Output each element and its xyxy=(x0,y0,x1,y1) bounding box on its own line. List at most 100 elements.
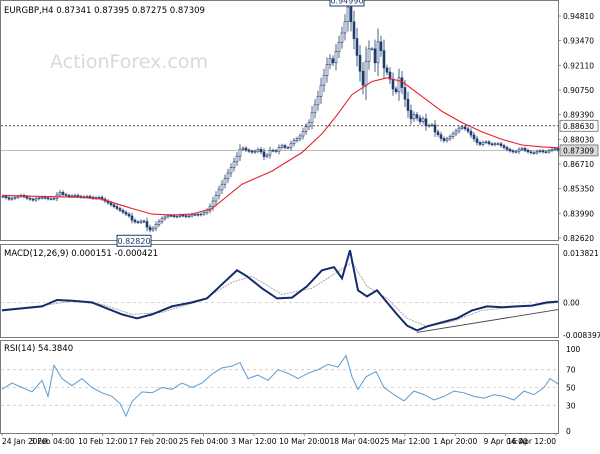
candle-body xyxy=(415,114,419,119)
candle xyxy=(160,216,164,224)
candle-body xyxy=(364,61,368,86)
candle-body xyxy=(49,198,53,200)
candle-body xyxy=(382,50,386,69)
candle-body xyxy=(241,147,245,150)
candle-body xyxy=(430,124,434,127)
candle xyxy=(310,106,314,130)
candle-body xyxy=(286,147,290,149)
candle xyxy=(340,26,344,49)
candle xyxy=(334,44,338,71)
candle-body xyxy=(220,183,224,191)
candle xyxy=(253,149,257,154)
candle xyxy=(127,212,131,218)
candle-body xyxy=(391,78,395,90)
candle xyxy=(517,147,521,154)
extreme-label-text: 0.94990 xyxy=(330,0,363,6)
candle xyxy=(61,190,65,197)
candle-body xyxy=(343,21,347,34)
candle xyxy=(217,185,221,200)
candle xyxy=(388,67,392,85)
macd-trendline xyxy=(416,309,559,333)
candle-body xyxy=(418,117,422,122)
candle-body xyxy=(424,118,428,127)
candle xyxy=(148,224,152,233)
candle-body xyxy=(433,124,437,133)
candle-body xyxy=(397,77,401,93)
candle-body xyxy=(301,131,305,137)
x-tick-label: 17 Feb 20:00 xyxy=(128,437,177,446)
candle xyxy=(244,146,248,152)
candle-body xyxy=(97,196,101,199)
candle-body xyxy=(151,227,155,231)
candle-body xyxy=(340,32,344,43)
candle xyxy=(256,147,260,154)
candle xyxy=(259,147,263,155)
candle-body xyxy=(223,178,227,185)
candle xyxy=(235,152,239,166)
candle-body xyxy=(319,84,323,97)
candle-body xyxy=(448,136,452,140)
candle-body xyxy=(328,58,332,65)
candle xyxy=(514,150,518,154)
candle-body xyxy=(493,143,497,145)
candle xyxy=(277,144,281,155)
candle-body xyxy=(292,140,296,145)
candle xyxy=(10,196,14,201)
candle xyxy=(427,123,431,128)
candle-body xyxy=(556,148,560,151)
candle-body xyxy=(409,110,413,120)
candle-body xyxy=(217,189,221,196)
candle-body xyxy=(283,145,287,148)
candle-body xyxy=(358,55,362,72)
candle xyxy=(319,77,323,104)
candle xyxy=(367,40,371,70)
candle-body xyxy=(544,151,548,153)
candle-body xyxy=(268,149,272,156)
candle xyxy=(454,128,458,137)
candle xyxy=(295,136,299,143)
candle xyxy=(535,149,539,155)
candle-body xyxy=(280,145,284,148)
candle xyxy=(547,148,551,154)
candle xyxy=(460,125,464,130)
candle-body xyxy=(376,41,380,64)
watermark: ActionForex.com xyxy=(50,51,208,73)
rsi-y-tick-label: 30 xyxy=(566,401,576,410)
candle-body xyxy=(505,147,509,150)
candle-body xyxy=(439,134,443,139)
candle-body xyxy=(25,196,29,199)
extreme-label-2: 0.82820 xyxy=(116,234,152,247)
moving-average-line xyxy=(1,77,559,216)
candle xyxy=(409,104,413,125)
candle-body xyxy=(346,6,350,23)
candle-body xyxy=(349,6,353,23)
candle-body xyxy=(1,196,5,198)
candle-body xyxy=(145,221,149,228)
x-tick-label: 10 Mar 20:00 xyxy=(279,437,329,446)
candle xyxy=(7,196,11,201)
candle xyxy=(448,134,452,141)
candle-body xyxy=(385,67,389,73)
candle-body xyxy=(547,150,551,153)
price-level-tag xyxy=(559,144,599,157)
macd-panel xyxy=(0,244,559,338)
candle xyxy=(538,149,542,154)
candle-body xyxy=(142,220,146,223)
candle xyxy=(28,196,32,201)
candle-body xyxy=(37,197,41,200)
candle-body xyxy=(40,197,44,199)
candle-body xyxy=(289,143,293,148)
candle-body xyxy=(469,131,473,136)
candle-body xyxy=(436,131,440,136)
candle xyxy=(271,148,275,153)
candle-body xyxy=(205,210,209,213)
candle-body xyxy=(229,167,233,174)
candle xyxy=(247,148,251,153)
candle xyxy=(163,215,167,221)
x-tick-label: 9 Apr 04:00 xyxy=(484,437,528,446)
candle xyxy=(34,197,38,202)
candle xyxy=(523,146,527,153)
x-tick-label: 3 Mar 12:00 xyxy=(231,437,277,446)
candle xyxy=(298,133,302,142)
candle-body xyxy=(238,148,242,157)
